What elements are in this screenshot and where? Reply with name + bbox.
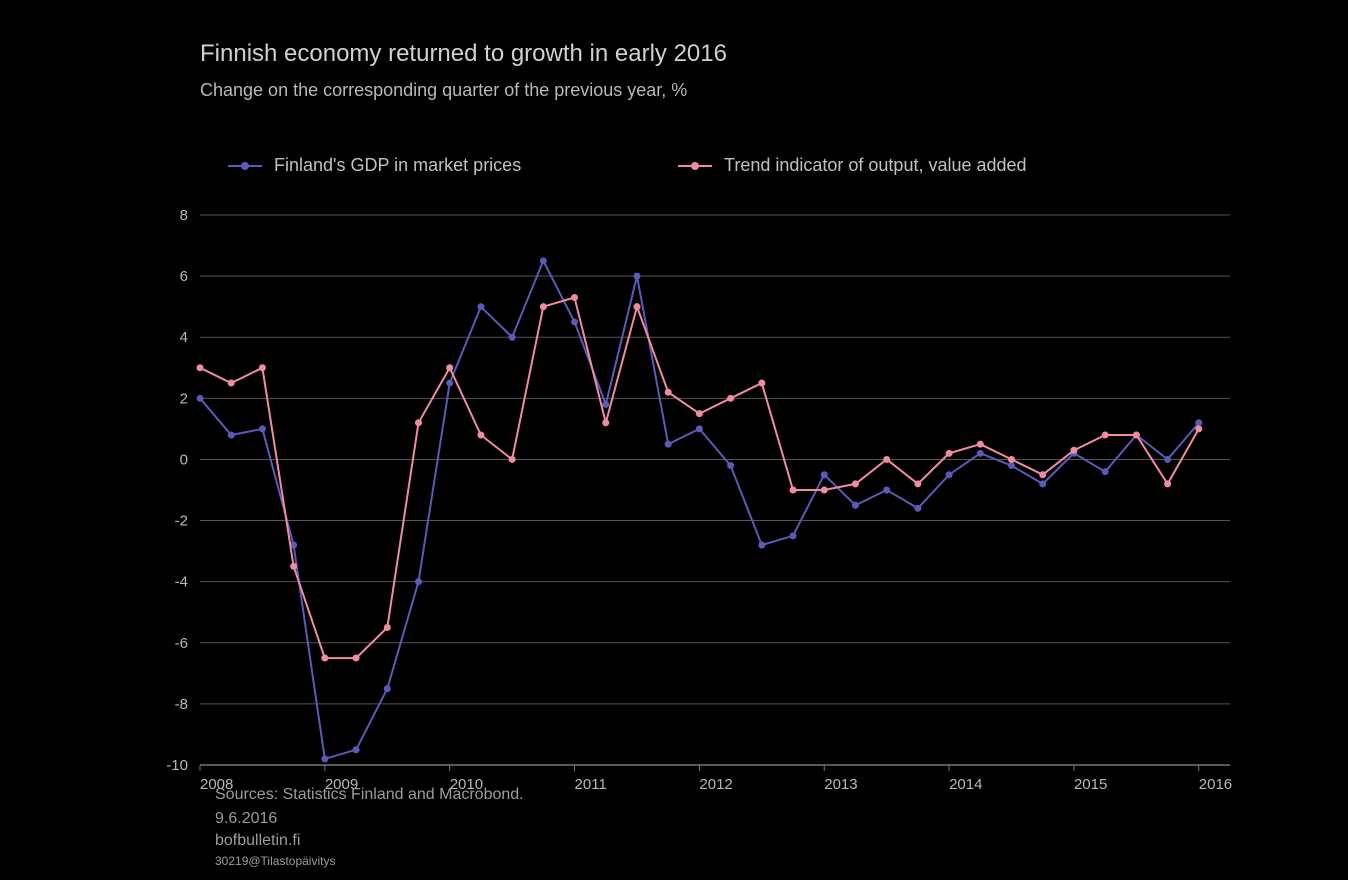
x-tick-label: 2011	[575, 776, 607, 793]
series-point-trend	[228, 380, 235, 387]
y-tick-label: 8	[180, 207, 188, 224]
x-tick-label: 2013	[824, 776, 857, 793]
x-tick-label: 2015	[1074, 776, 1107, 793]
y-tick-label: -8	[175, 696, 188, 713]
series-point-gdp	[1195, 419, 1202, 426]
series-point-gdp	[602, 401, 609, 408]
series-point-trend	[665, 389, 672, 396]
footer-date: 9.6.2016	[215, 810, 277, 828]
series-point-gdp	[384, 685, 391, 692]
series-point-trend	[758, 380, 765, 387]
y-tick-label: 0	[180, 451, 188, 468]
series-point-gdp	[353, 746, 360, 753]
series-point-trend	[727, 395, 734, 402]
y-tick-label: 2	[180, 390, 188, 407]
series-point-gdp	[1039, 480, 1046, 487]
series-point-trend	[1070, 447, 1077, 454]
series-point-trend	[633, 303, 640, 310]
chart-svg: -10-8-6-4-202468200820092010201120122013…	[0, 0, 1348, 880]
footer-code: 30219@Tilastopäivitys	[215, 854, 335, 868]
series-point-gdp	[1102, 468, 1109, 475]
y-tick-label: 4	[180, 329, 188, 346]
series-point-trend	[977, 441, 984, 448]
series-point-gdp	[540, 257, 547, 264]
series-point-gdp	[228, 432, 235, 439]
series-point-trend	[321, 655, 328, 662]
series-point-gdp	[696, 425, 703, 432]
series-point-trend	[914, 480, 921, 487]
series-point-trend	[290, 563, 297, 570]
series-point-gdp	[758, 542, 765, 549]
series-point-trend	[509, 456, 516, 463]
series-point-trend	[540, 303, 547, 310]
series-point-gdp	[509, 334, 516, 341]
series-point-trend	[696, 410, 703, 417]
series-point-gdp	[1008, 462, 1015, 469]
series-point-trend	[1102, 432, 1109, 439]
y-tick-label: 6	[180, 268, 188, 285]
y-tick-label: -2	[175, 513, 188, 530]
series-point-trend	[852, 480, 859, 487]
series-point-gdp	[415, 578, 422, 585]
series-point-trend	[353, 655, 360, 662]
x-tick-label: 2014	[949, 776, 982, 793]
series-point-gdp	[977, 450, 984, 457]
footer-source: Sources: Statistics Finland and Macrobon…	[215, 786, 524, 804]
y-tick-label: -6	[175, 635, 188, 652]
series-point-trend	[446, 364, 453, 371]
series-point-trend	[883, 456, 890, 463]
series-point-gdp	[477, 303, 484, 310]
series-point-gdp	[821, 471, 828, 478]
series-point-gdp	[790, 532, 797, 539]
series-point-trend	[1164, 480, 1171, 487]
y-tick-label: -4	[175, 574, 188, 591]
series-point-trend	[477, 432, 484, 439]
series-point-gdp	[883, 487, 890, 494]
series-point-gdp	[633, 273, 640, 280]
series-point-gdp	[197, 395, 204, 402]
series-line-gdp	[200, 261, 1199, 759]
series-point-gdp	[571, 318, 578, 325]
x-tick-label: 2012	[699, 776, 732, 793]
series-point-trend	[1008, 456, 1015, 463]
series-point-trend	[1195, 425, 1202, 432]
series-point-trend	[197, 364, 204, 371]
series-point-trend	[821, 487, 828, 494]
series-point-trend	[384, 624, 391, 631]
series-point-gdp	[259, 425, 266, 432]
series-point-gdp	[914, 505, 921, 512]
series-point-gdp	[946, 471, 953, 478]
series-point-trend	[946, 450, 953, 457]
series-point-trend	[1039, 471, 1046, 478]
series-point-gdp	[852, 502, 859, 509]
series-point-trend	[415, 419, 422, 426]
y-tick-label: -10	[166, 757, 188, 774]
footer-site: bofbulletin.fi	[215, 832, 300, 850]
series-point-trend	[571, 294, 578, 301]
series-point-trend	[790, 487, 797, 494]
series-point-gdp	[446, 380, 453, 387]
chart-container: Finnish economy returned to growth in ea…	[0, 0, 1348, 880]
series-point-trend	[1133, 432, 1140, 439]
series-point-gdp	[727, 462, 734, 469]
series-point-gdp	[665, 441, 672, 448]
series-point-gdp	[1164, 456, 1171, 463]
x-tick-label: 2016	[1199, 776, 1232, 793]
series-point-trend	[602, 419, 609, 426]
series-point-trend	[259, 364, 266, 371]
series-point-gdp	[321, 755, 328, 762]
